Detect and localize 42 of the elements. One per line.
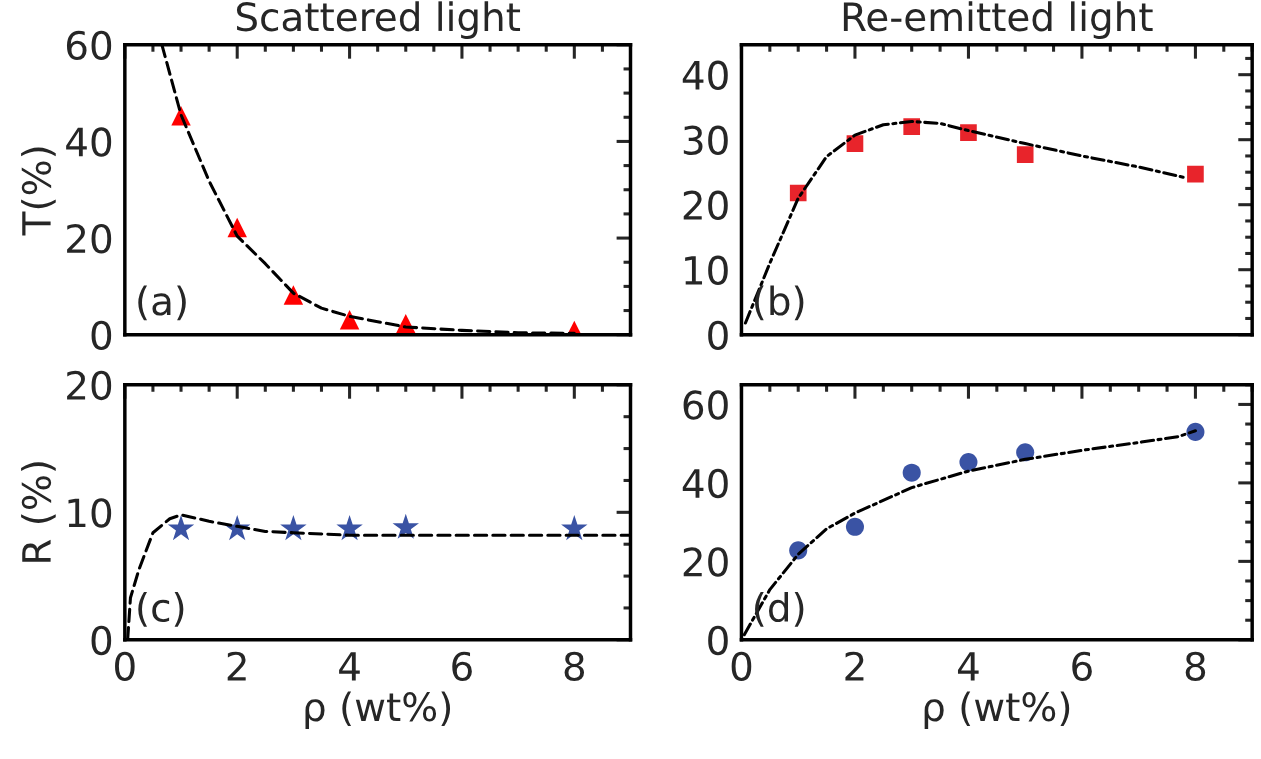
y-axis-title: R (%) bbox=[21, 462, 56, 562]
x-tick-label: 2 bbox=[845, 651, 864, 681]
y-tick-label: 0 bbox=[91, 625, 112, 656]
y-tick-label: 60 bbox=[683, 390, 728, 420]
y-tick-label: 20 bbox=[67, 370, 112, 401]
y-axis-title: T(%) bbox=[21, 147, 56, 236]
y-tick-label: 0 bbox=[91, 320, 112, 351]
point bbox=[845, 517, 864, 536]
y-tick-label: 0 bbox=[708, 320, 728, 351]
annotation: (a) bbox=[138, 285, 186, 321]
y-tick-label: 60 bbox=[66, 30, 112, 61]
x-tick-label: 4 bbox=[339, 652, 360, 681]
chart-title: Re-emitted light bbox=[843, 1, 1153, 39]
annotation: (b) bbox=[755, 285, 804, 321]
annotation: (d) bbox=[755, 592, 804, 627]
x-tick-label: 6 bbox=[1072, 651, 1092, 682]
x-tick-label: 4 bbox=[957, 652, 979, 681]
x-tick-label: 8 bbox=[1185, 651, 1206, 682]
y-tick-label: 20 bbox=[67, 223, 112, 254]
x-tick-label: 6 bbox=[452, 651, 472, 682]
y-tick-label: 20 bbox=[683, 547, 728, 577]
y-tick-label: 0 bbox=[708, 625, 728, 656]
y-tick-label: 40 bbox=[682, 468, 728, 499]
x-axis-title: ρ (wt%) bbox=[924, 691, 1070, 729]
x-tick-label: 8 bbox=[564, 651, 585, 682]
point bbox=[902, 463, 921, 482]
point bbox=[1187, 165, 1204, 183]
y-tick-label: 10 bbox=[685, 255, 728, 286]
annotation: (c) bbox=[138, 592, 184, 627]
point bbox=[1016, 146, 1034, 163]
y-tick-label: 30 bbox=[683, 125, 728, 156]
chart-title: Scattered light bbox=[236, 1, 521, 39]
point bbox=[959, 453, 978, 472]
x-tick-label: 0 bbox=[115, 651, 135, 682]
x-tick-label: 0 bbox=[731, 651, 752, 682]
y-tick-label: 40 bbox=[66, 127, 112, 157]
point bbox=[283, 285, 304, 305]
x-axis-title: ρ (wt%) bbox=[305, 691, 451, 729]
y-tick-label: 20 bbox=[683, 190, 728, 221]
y-tick-label: 40 bbox=[682, 60, 728, 91]
y-tick-label: 10 bbox=[68, 498, 112, 528]
x-tick-label: 2 bbox=[227, 651, 246, 681]
